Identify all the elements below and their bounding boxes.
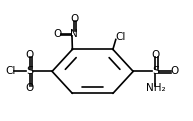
Text: O: O: [171, 66, 179, 76]
Text: Cl: Cl: [115, 32, 126, 42]
Text: O: O: [151, 50, 159, 60]
Text: O: O: [26, 50, 34, 60]
Text: Cl: Cl: [5, 66, 16, 76]
Text: O: O: [26, 83, 34, 93]
Text: S: S: [26, 66, 33, 76]
Text: S: S: [152, 66, 159, 76]
Text: N: N: [70, 29, 78, 39]
Text: O: O: [54, 29, 62, 39]
Text: NH₂: NH₂: [146, 83, 165, 93]
Text: O: O: [70, 14, 78, 24]
